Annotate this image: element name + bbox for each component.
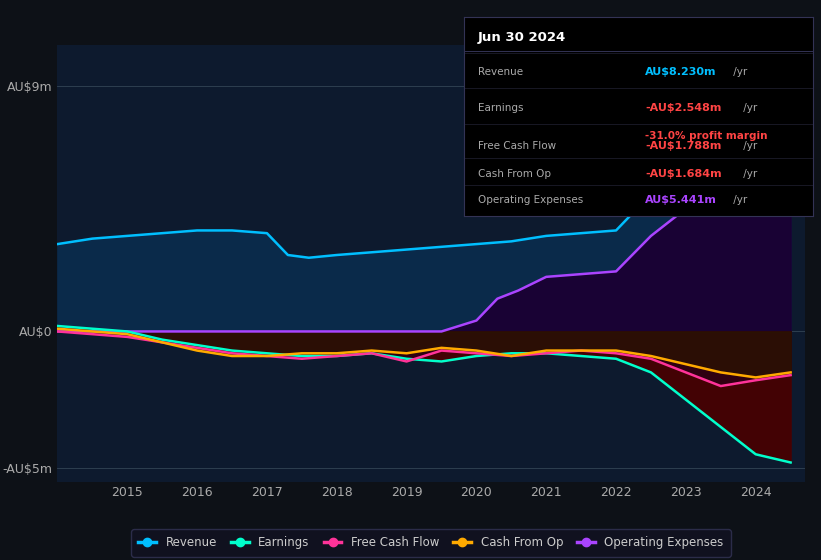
Text: Revenue: Revenue	[478, 67, 523, 77]
Text: /yr: /yr	[740, 169, 757, 179]
Text: Operating Expenses: Operating Expenses	[478, 195, 583, 205]
Legend: Revenue, Earnings, Free Cash Flow, Cash From Op, Operating Expenses: Revenue, Earnings, Free Cash Flow, Cash …	[131, 529, 731, 557]
Text: Earnings: Earnings	[478, 103, 523, 113]
Text: Jun 30 2024: Jun 30 2024	[478, 31, 566, 44]
Text: /yr: /yr	[730, 67, 747, 77]
Text: AU$5.441m: AU$5.441m	[645, 195, 718, 205]
Text: -AU$2.548m: -AU$2.548m	[645, 103, 722, 113]
Text: -AU$1.684m: -AU$1.684m	[645, 169, 722, 179]
Text: /yr: /yr	[740, 141, 757, 151]
Text: /yr: /yr	[730, 195, 747, 205]
Text: -31.0% profit margin: -31.0% profit margin	[645, 131, 768, 141]
Text: -AU$1.788m: -AU$1.788m	[645, 141, 722, 151]
Text: Free Cash Flow: Free Cash Flow	[478, 141, 556, 151]
Text: /yr: /yr	[740, 103, 757, 113]
Text: AU$8.230m: AU$8.230m	[645, 67, 717, 77]
Text: Cash From Op: Cash From Op	[478, 169, 551, 179]
